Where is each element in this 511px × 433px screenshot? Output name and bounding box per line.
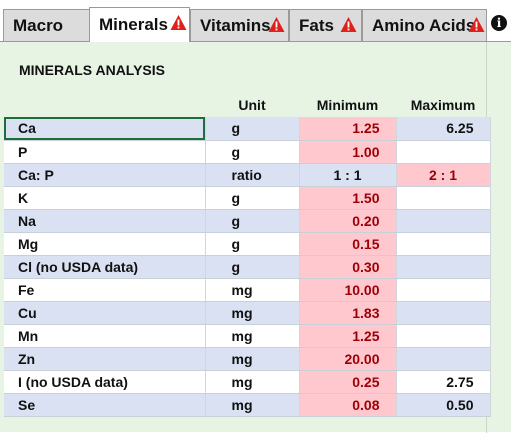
cell-maximum[interactable] <box>396 324 491 348</box>
cell-minimum[interactable]: 1 : 1 <box>299 163 397 187</box>
tab-vitamins-label: Vitamins <box>200 15 271 35</box>
cell-unit[interactable]: mg <box>205 301 300 325</box>
cell-unit[interactable]: g <box>205 209 300 233</box>
tab-fats-label: Fats <box>299 15 334 35</box>
cell-maximum[interactable] <box>396 301 491 325</box>
cell-maximum[interactable]: 6.25 <box>396 117 491 141</box>
cell-mineral-name[interactable]: Ca <box>4 117 206 141</box>
table-row: Se mg 0.08 0.50 <box>4 393 491 417</box>
cell-minimum[interactable]: 0.08 <box>299 393 397 417</box>
table-row: Zn mg 20.00 <box>4 347 491 371</box>
cell-unit[interactable]: ratio <box>205 163 300 187</box>
header-unit: Unit <box>238 97 266 113</box>
table-row: I (no USDA data) mg 0.25 2.75 <box>4 370 491 394</box>
table-row: Mg g 0.15 <box>4 232 491 256</box>
cell-mineral-name[interactable]: Cu <box>4 301 206 325</box>
table-row: Cu mg 1.83 <box>4 301 491 325</box>
cell-minimum[interactable]: 10.00 <box>299 278 397 302</box>
tab-fats[interactable]: Fats <box>289 9 362 41</box>
cell-unit[interactable]: g <box>205 117 300 141</box>
warning-icon <box>340 17 357 32</box>
cell-unit[interactable]: mg <box>205 393 300 417</box>
cell-mineral-name[interactable]: P <box>4 140 206 164</box>
minerals-sheet: MINERALS ANALYSIS Unit Minimum Maximum C… <box>0 41 511 433</box>
cell-minimum[interactable]: 1.50 <box>299 186 397 210</box>
tab-amino-acids-label: Amino Acids <box>372 15 476 35</box>
cell-unit[interactable]: g <box>205 255 300 279</box>
warning-icon <box>468 17 485 32</box>
cell-mineral-name[interactable]: Se <box>4 393 206 417</box>
tab-amino-acids[interactable]: Amino Acids <box>362 9 487 41</box>
warning-icon <box>170 15 187 30</box>
cell-mineral-name[interactable]: Na <box>4 209 206 233</box>
cell-maximum[interactable] <box>396 347 491 371</box>
cell-mineral-name[interactable]: Zn <box>4 347 206 371</box>
sheet-title: MINERALS ANALYSIS <box>19 62 165 78</box>
cell-mineral-name[interactable]: Fe <box>4 278 206 302</box>
cell-maximum[interactable] <box>396 232 491 256</box>
cell-maximum[interactable]: 0.50 <box>396 393 491 417</box>
cell-unit[interactable]: mg <box>205 347 300 371</box>
cell-minimum[interactable]: 20.00 <box>299 347 397 371</box>
header-minimum: Minimum <box>316 97 379 113</box>
cell-mineral-name[interactable]: I (no USDA data) <box>4 370 206 394</box>
cell-minimum[interactable]: 0.20 <box>299 209 397 233</box>
header-maximum: Maximum <box>410 97 476 113</box>
cell-minimum[interactable]: 1.83 <box>299 301 397 325</box>
table-row: Fe mg 10.00 <box>4 278 491 302</box>
cell-unit[interactable]: mg <box>205 370 300 394</box>
cell-mineral-name[interactable]: K <box>4 186 206 210</box>
cell-unit[interactable]: mg <box>205 278 300 302</box>
cell-minimum[interactable]: 1.25 <box>299 117 397 141</box>
cell-mineral-name[interactable]: Cl (no USDA data) <box>4 255 206 279</box>
cell-maximum[interactable] <box>396 186 491 210</box>
cell-mineral-name[interactable]: Ca: P <box>4 163 206 187</box>
cell-unit[interactable]: g <box>205 186 300 210</box>
sheet-tab-bar: Macro Minerals Vitamins Fats Amino Acids <box>0 0 511 42</box>
cell-maximum[interactable] <box>396 209 491 233</box>
cell-maximum[interactable]: 2 : 1 <box>396 163 491 187</box>
cell-mineral-name[interactable]: Mg <box>4 232 206 256</box>
tab-minerals[interactable]: Minerals <box>89 7 190 42</box>
cell-maximum[interactable] <box>396 278 491 302</box>
tab-macro[interactable]: Macro <box>3 9 90 41</box>
cell-minimum[interactable]: 0.15 <box>299 232 397 256</box>
cell-unit[interactable]: mg <box>205 324 300 348</box>
cell-unit[interactable]: g <box>205 232 300 256</box>
tab-vitamins[interactable]: Vitamins <box>190 9 289 41</box>
cell-minimum[interactable]: 0.30 <box>299 255 397 279</box>
cell-maximum[interactable] <box>396 255 491 279</box>
cell-mineral-name[interactable]: Mn <box>4 324 206 348</box>
table-row: Mn mg 1.25 <box>4 324 491 348</box>
cell-minimum[interactable]: 1.25 <box>299 324 397 348</box>
table-row: Cl (no USDA data) g 0.30 <box>4 255 491 279</box>
cell-maximum[interactable] <box>396 140 491 164</box>
cell-unit[interactable]: g <box>205 140 300 164</box>
info-circle-icon[interactable]: i <box>491 15 507 31</box>
tab-macro-label: Macro <box>13 15 64 35</box>
warning-icon <box>268 17 285 32</box>
cell-minimum[interactable]: 1.00 <box>299 140 397 164</box>
table-row: Na g 0.20 <box>4 209 491 233</box>
tab-minerals-label: Minerals <box>99 15 168 34</box>
cell-minimum[interactable]: 0.25 <box>299 370 397 394</box>
table-row: Ca g 1.25 6.25 <box>4 117 491 141</box>
cell-maximum[interactable]: 2.75 <box>396 370 491 394</box>
